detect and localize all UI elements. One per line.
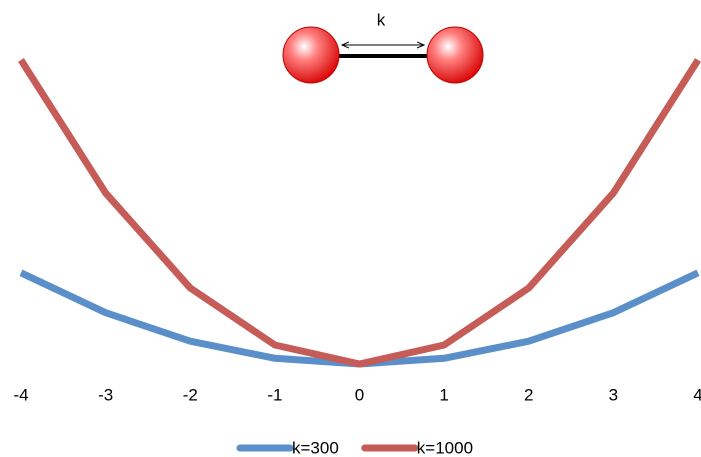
x-tick-label: 4 [693,385,701,404]
atom [282,26,340,84]
legend-label: k=300 [292,438,339,457]
x-tick-label: 2 [524,385,533,404]
legend: k=300 k=1000 [236,438,473,457]
x-tick-label: -4 [13,385,28,404]
x-tick-label: -3 [98,385,113,404]
x-tick-label: 0 [355,385,364,404]
x-tick-label: 1 [439,385,448,404]
molecule-diagram: k [282,10,484,84]
annotation: k [377,10,386,29]
x-tick-label: 3 [609,385,618,404]
x-tick-label: -1 [267,385,282,404]
x-tick-label: -2 [183,385,198,404]
atom [426,26,484,84]
plot-area: -4 -3 -2 -1 0 1 2 3 4 [13,58,701,404]
legend-label: k=1000 [417,438,473,457]
series-line [18,58,701,368]
series-line [19,269,700,368]
